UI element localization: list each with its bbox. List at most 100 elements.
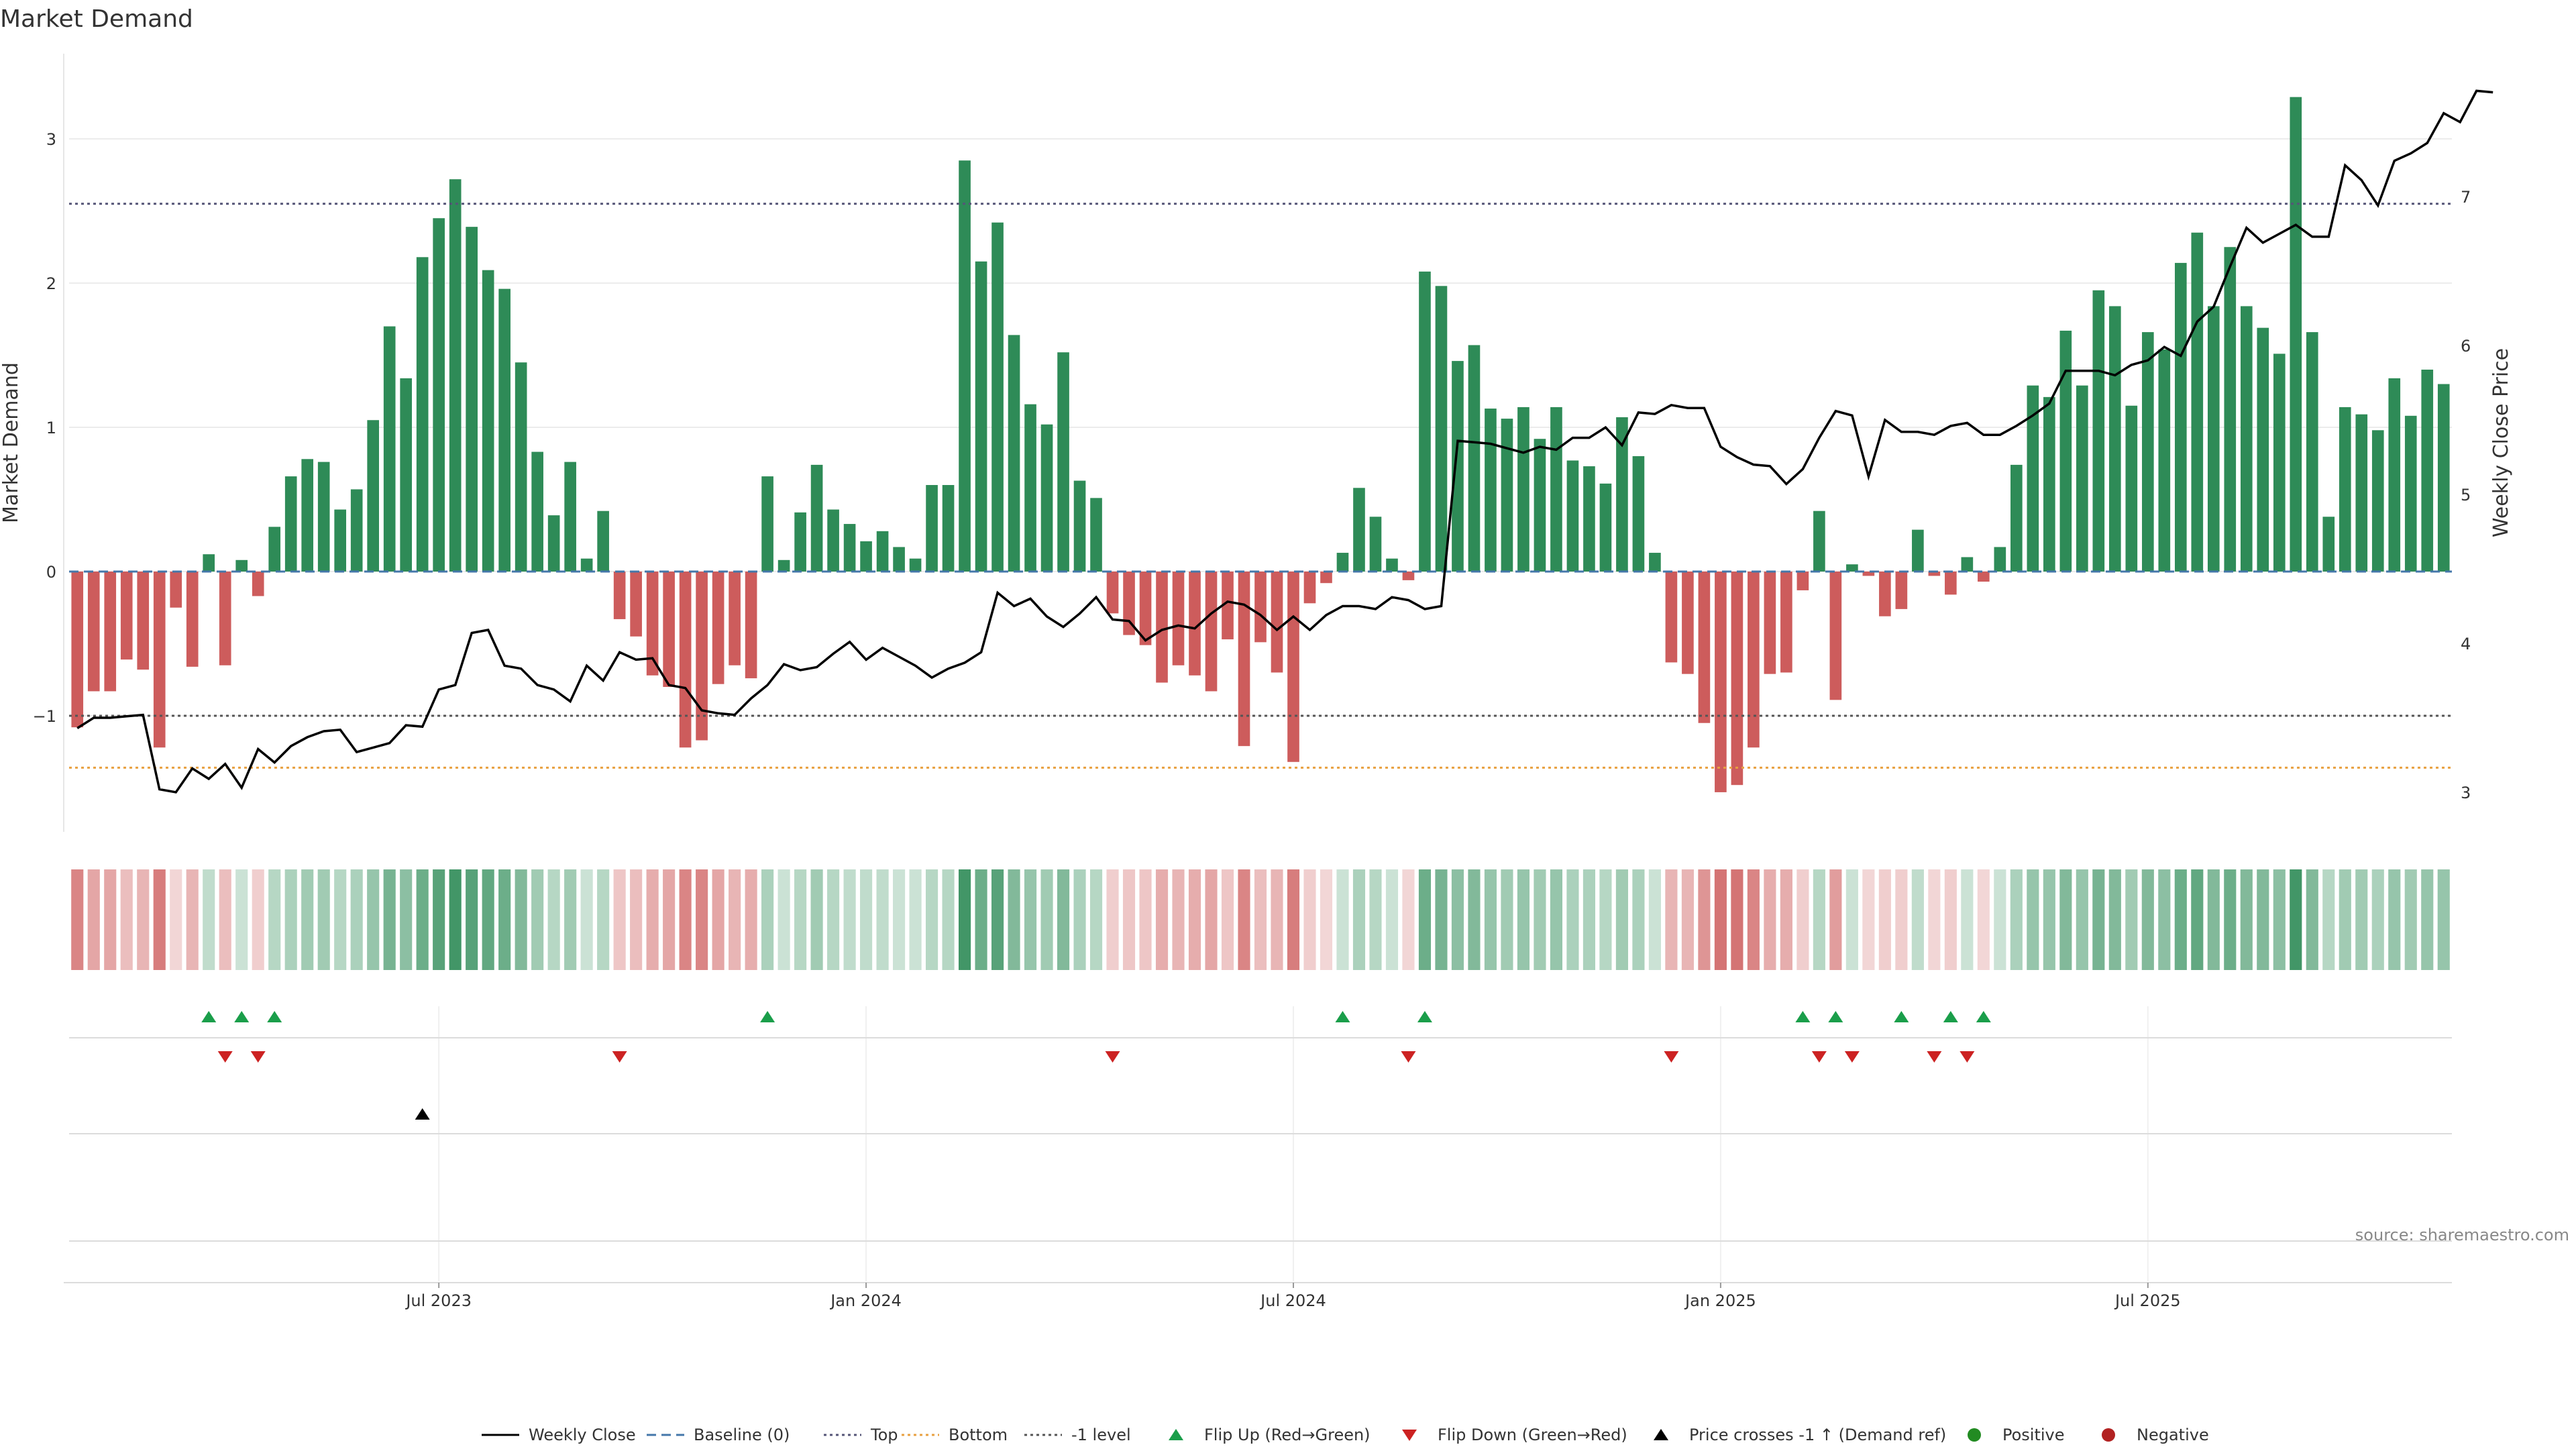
left-tick-label: 0 bbox=[46, 563, 56, 582]
y-axis-label-right: Weekly Close Price bbox=[2489, 348, 2513, 537]
strip-cell bbox=[1796, 869, 1809, 970]
strip-cell bbox=[975, 869, 987, 970]
flip-down-marker bbox=[250, 1051, 266, 1063]
demand-bar bbox=[1402, 572, 1415, 580]
y-axis-label-left: Market Demand bbox=[0, 362, 23, 523]
demand-bar bbox=[1435, 286, 1448, 572]
demand-bar bbox=[827, 509, 839, 572]
demand-bar bbox=[1172, 572, 1185, 665]
demand-bar bbox=[1566, 460, 1579, 572]
strip-cell bbox=[1139, 869, 1152, 970]
demand-bar bbox=[1156, 572, 1168, 683]
demand-bar bbox=[777, 559, 790, 572]
demand-bar bbox=[745, 572, 757, 679]
strip-cell bbox=[498, 869, 511, 970]
demand-bar bbox=[1912, 529, 1924, 572]
strip-cell bbox=[2421, 869, 2434, 970]
signal-markers-panel bbox=[69, 1006, 2452, 1281]
strip-cell bbox=[2174, 869, 2187, 970]
strip-cell bbox=[449, 869, 462, 970]
strip-cell bbox=[777, 869, 790, 970]
strip-cell bbox=[1155, 869, 1169, 970]
strip-cell bbox=[729, 869, 741, 970]
flip-up-marker bbox=[1795, 1011, 1811, 1022]
x-tick-label: Jul 2025 bbox=[2114, 1291, 2181, 1310]
strip-cell bbox=[1271, 869, 1283, 970]
strip-cell bbox=[71, 869, 84, 970]
demand-bar bbox=[646, 572, 659, 676]
demand-bar bbox=[1189, 572, 1201, 676]
strip-cell bbox=[1188, 869, 1201, 970]
strip-cell bbox=[1813, 869, 1825, 970]
demand-bar bbox=[2207, 306, 2220, 572]
demand-bar bbox=[400, 378, 412, 572]
strip-cell bbox=[2092, 869, 2105, 970]
strip-cell bbox=[1435, 869, 1448, 970]
flip-up-marker bbox=[234, 1011, 250, 1022]
strip-cell bbox=[843, 869, 856, 970]
demand-bar bbox=[2174, 262, 2187, 572]
demand-bar bbox=[1485, 409, 1497, 572]
strip-cell bbox=[252, 869, 264, 970]
demand-bar bbox=[843, 524, 856, 572]
demand-bar bbox=[2339, 407, 2351, 572]
left-tick-label: −1 bbox=[33, 707, 56, 726]
strip-cell bbox=[1845, 869, 1858, 970]
strip-cell bbox=[153, 869, 166, 970]
demand-bar bbox=[1287, 572, 1299, 762]
legend-item: Flip Down (Green→Red) bbox=[1402, 1426, 1627, 1444]
flip-down-marker bbox=[1105, 1051, 1120, 1063]
demand-bar bbox=[2388, 378, 2401, 572]
flip-up-marker bbox=[201, 1011, 217, 1022]
strip-cell bbox=[416, 869, 429, 970]
left-tick-label: 1 bbox=[46, 419, 56, 437]
flip-up-marker bbox=[1894, 1011, 1909, 1022]
demand-bar bbox=[137, 572, 150, 670]
strip-cell bbox=[860, 869, 873, 970]
strip-cell bbox=[1648, 869, 1661, 970]
strip-cell bbox=[1911, 869, 1924, 970]
demand-bar bbox=[1682, 572, 1694, 674]
legend-label: Flip Down (Green→Red) bbox=[1438, 1426, 1627, 1444]
legend-item: Price crosses -1 ↑ (Demand ref) bbox=[1654, 1426, 1946, 1444]
strip-cell bbox=[1484, 869, 1497, 970]
demand-bar bbox=[1386, 558, 1398, 572]
demand-bar bbox=[1353, 488, 1365, 572]
strip-cell bbox=[1764, 869, 1776, 970]
legend-dot-icon bbox=[1968, 1428, 1981, 1442]
strip-cell bbox=[2388, 869, 2401, 970]
strip-cell bbox=[1517, 869, 1530, 970]
left-y-ticks: −1 0 1 2 3 bbox=[33, 130, 56, 726]
strip-cell bbox=[1632, 869, 1645, 970]
legend-label: Bottom bbox=[949, 1426, 1008, 1444]
legend-label: Negative bbox=[2137, 1426, 2209, 1444]
demand-bar bbox=[301, 459, 314, 572]
strip-cell bbox=[1287, 869, 1300, 970]
demand-bar bbox=[186, 572, 199, 667]
demand-bar bbox=[2322, 517, 2335, 572]
strip-cell bbox=[1928, 869, 1941, 970]
demand-bar bbox=[893, 547, 905, 572]
strip-cell bbox=[1205, 869, 1218, 970]
strip-cell bbox=[696, 869, 708, 970]
demand-bar bbox=[1517, 407, 1529, 572]
strip-cell bbox=[2290, 869, 2302, 970]
demand-bars bbox=[71, 97, 2450, 792]
strip-cell bbox=[350, 869, 363, 970]
strip-cell bbox=[2108, 869, 2121, 970]
demand-bar bbox=[1994, 547, 2006, 572]
strip-cell bbox=[301, 869, 314, 970]
demand-bar bbox=[1205, 572, 1218, 692]
strip-cell bbox=[170, 869, 182, 970]
demand-bar bbox=[1452, 361, 1464, 572]
strip-cell bbox=[926, 869, 938, 970]
demand-bar bbox=[1599, 483, 1612, 572]
legend-item: Flip Up (Red→Green) bbox=[1169, 1426, 1371, 1444]
strip-cell bbox=[1878, 869, 1891, 970]
strip-cell bbox=[1714, 869, 1727, 970]
strip-cell bbox=[87, 869, 100, 970]
legend-label: -1 level bbox=[1071, 1426, 1131, 1444]
demand-bar bbox=[2224, 247, 2237, 572]
strip-cell bbox=[137, 869, 150, 970]
demand-bar bbox=[1978, 572, 1990, 582]
